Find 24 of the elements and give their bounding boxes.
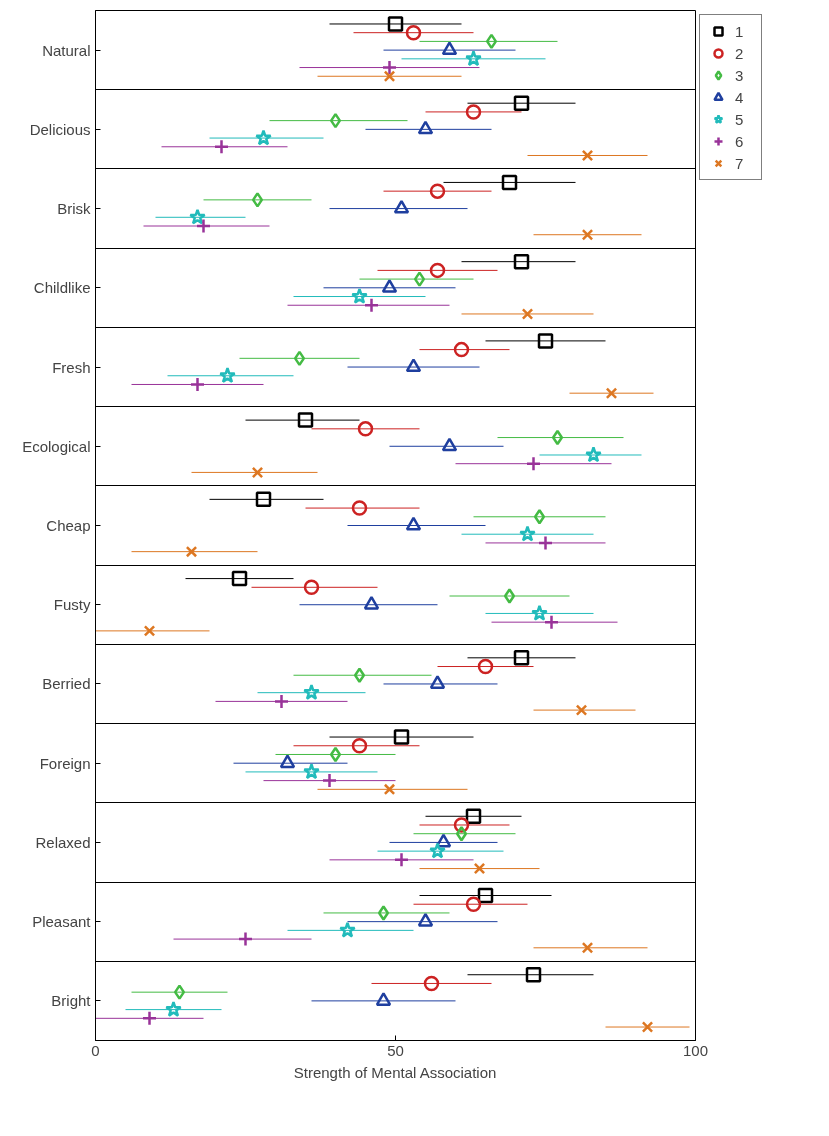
y-tick-label: Delicious <box>29 120 91 138</box>
y-tick-label: Ecological <box>22 437 91 455</box>
x-tick-label: 50 <box>387 1041 404 1059</box>
x-axis-title: Strength of Mental Association <box>293 1063 497 1081</box>
legend-label: 2 <box>735 44 745 62</box>
y-tick-label: Bright <box>51 992 92 1010</box>
y-tick-label: Fresh <box>52 358 91 376</box>
legend-label: 4 <box>735 88 745 106</box>
y-tick-label: Childlike <box>33 279 91 297</box>
legend-label: 5 <box>735 110 745 128</box>
y-tick-label: Relaxed <box>35 833 91 851</box>
legend-label: 1 <box>735 22 745 40</box>
x-tick-label: 0 <box>91 1041 100 1059</box>
legend-label: 7 <box>735 154 745 172</box>
legend-label: 3 <box>735 66 745 84</box>
y-tick-label: Natural <box>42 41 91 59</box>
y-tick-label: Brisk <box>57 200 91 218</box>
y-tick-label: Fusty <box>53 596 91 614</box>
legend-label: 6 <box>735 132 745 150</box>
y-tick-label: Berried <box>42 675 91 693</box>
y-tick-label: Foreign <box>39 754 91 772</box>
y-tick-label: Cheap <box>46 517 91 534</box>
y-tick-label: Pleasant <box>32 913 92 931</box>
x-tick-label: 100 <box>682 1041 709 1059</box>
